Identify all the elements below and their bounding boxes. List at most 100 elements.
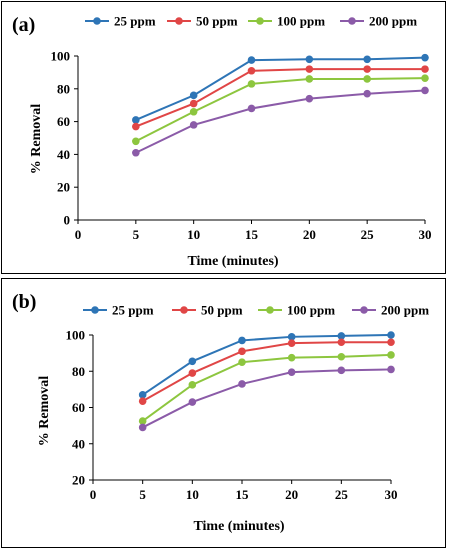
data-point [363,89,371,98]
data-point [138,397,147,405]
data-point [363,65,371,73]
series-line [135,89,426,154]
data-point [287,353,296,362]
data-point [189,121,198,129]
legend-marker [175,17,183,25]
data-point [188,381,197,389]
y-axis-title: % Removal [37,376,52,446]
series-line [135,68,425,128]
legend-label: 200 ppm [369,14,417,29]
legend-marker [91,306,99,314]
y-tick-label: 80 [72,364,85,379]
data-point [247,56,256,64]
y-tick-label: 20 [72,473,85,488]
legend-label: 25 ppm [112,303,154,318]
data-point [247,104,256,113]
data-point [421,53,429,62]
data-point [188,357,197,366]
x-tick-label: 10 [186,487,199,502]
data-point [387,338,395,347]
legend: 25 ppm 50 ppm 100 ppm 200 ppm [85,14,417,29]
data-point [138,391,147,399]
x-tick-label: 25 [335,487,349,502]
legend-marker [266,306,274,314]
y-tick-label: 100 [66,328,86,343]
plot-area: 0 5 10 15 20 25 30 20 40 60 80 100 [66,328,398,503]
chart-svg-b: (b) 25 ppm 50 ppm 100 ppm 200 ppm 0 5 10 15 20 2… [12,291,429,534]
data-point [189,99,198,108]
y-tick-label: 60 [57,114,70,129]
data-point [421,65,429,73]
data-point [387,365,395,374]
data-point [421,86,429,95]
data-point [305,94,314,103]
data-point [238,336,246,345]
y-tick-label: 40 [72,436,85,451]
chart-svg-a: (a) 25 ppm 50 ppm 100 ppm 200 ppm 0 5 10 15 20 2… [12,14,432,270]
data-point [238,380,246,388]
legend-marker [348,17,356,25]
data-point [189,107,198,116]
data-point [387,331,395,339]
plot-area: 0 5 10 15 20 25 30 0 20 40 60 80 100 [51,49,432,243]
data-point [238,358,246,366]
panel-label: (a) [12,14,35,36]
x-axis-title: Time (minutes) [193,519,284,534]
data-point [305,55,314,64]
x-tick-label: 0 [75,227,82,242]
data-point [188,369,197,377]
legend-label: 25 ppm [114,14,156,29]
chart-panel-a: (a) 25 ppm 50 ppm 100 ppm 200 ppm 0 5 10 15 20 2… [1,1,446,274]
data-point [287,368,296,376]
data-point [132,122,140,131]
data-point [132,116,140,124]
data-point [189,91,198,100]
data-point [132,137,140,146]
legend-label: 100 ppm [287,303,335,318]
legend: 25 ppm 50 ppm 100 ppm 200 ppm [83,303,429,318]
chart-panel-b: (b) 25 ppm 50 ppm 100 ppm 200 ppm 0 5 10 15 20 2… [1,278,446,548]
data-point [363,75,371,83]
series-line [142,368,392,429]
data-point [305,75,314,83]
y-tick-label: 60 [72,400,85,415]
data-point [188,398,197,406]
legend-marker [360,306,368,314]
data-point [363,55,371,64]
data-point [287,339,296,347]
data-point [387,351,395,359]
legend-marker [93,17,101,25]
x-tick-label: 30 [385,487,398,502]
y-tick-label: 40 [57,147,70,162]
x-tick-label: 20 [303,227,316,242]
data-point [247,80,256,88]
x-tick-label: 10 [187,227,200,242]
legend-marker [256,17,264,25]
y-tick-label: 0 [64,213,71,228]
series-line [135,56,426,121]
legend-label: 50 ppm [196,14,238,29]
legend-label: 200 ppm [381,303,429,318]
legend-marker [180,306,188,314]
data-point [337,366,346,375]
data-point [132,148,140,157]
x-tick-label: 5 [133,227,140,242]
x-tick-label: 0 [90,487,97,502]
series-line [142,341,391,403]
x-tick-label: 20 [285,487,298,502]
x-tick-label: 25 [361,227,375,242]
x-tick-label: 30 [419,227,432,242]
series-line [142,334,392,396]
data-point [138,417,147,425]
data-point [305,65,314,73]
x-tick-label: 15 [245,227,259,242]
series-line [135,77,426,143]
data-point [337,352,346,361]
data-point [247,66,256,75]
data-point [337,332,346,340]
panel-label: (b) [12,291,36,313]
data-point [238,347,246,356]
y-tick-label: 100 [51,49,71,64]
data-point [421,74,429,82]
data-point [287,333,296,341]
